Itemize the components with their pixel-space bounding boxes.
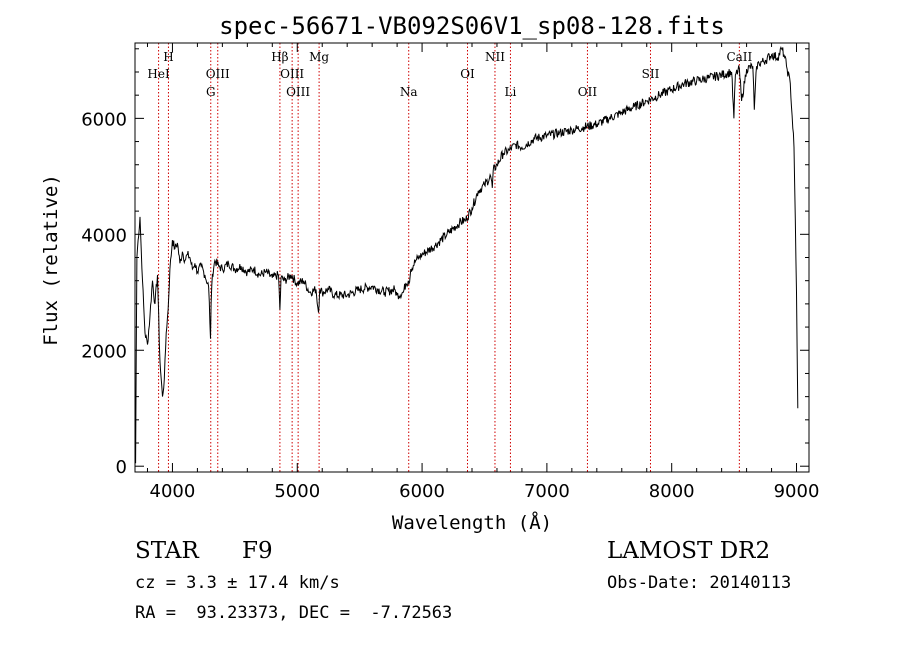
line-label: OI [460,67,475,81]
emission-line-markers [158,43,740,472]
coordinates-text: RA = 93.23373, DEC = -7.72563 [135,603,453,623]
line-label: HeI [147,67,170,81]
line-label: OIII [206,67,230,81]
x-tick-label: 5000 [274,481,320,502]
line-label: Li [505,85,517,99]
object-class: STAR [135,538,199,564]
chart-title: spec-56671-VB092S06V1_sp08-128.fits [219,12,725,40]
line-label: CaII [726,50,752,64]
survey-name: LAMOST DR2 [607,538,771,564]
y-axis-label: Flux (relative) [40,174,62,346]
line-label: OIII [286,85,310,99]
x-axis-label: Wavelength (Å) [392,511,552,534]
axis-ticks: 4000 5000 6000 7000 8000 9000 0 2000 4000 6000 [81,43,819,502]
x-tick-label: 9000 [774,481,820,502]
line-label: H [163,50,173,64]
y-tick-label: 0 [116,457,127,478]
y-tick-label: 6000 [81,109,127,130]
observation-date: Obs-Date: 20140113 [607,573,792,593]
line-label: SII [642,67,660,81]
line-label: OIII [280,67,304,81]
line-label: NII [485,50,505,64]
line-label: OII [578,85,598,99]
line-label: Hβ [271,50,288,64]
line-label: Mg [309,50,329,64]
object-subclass: F9 [242,538,273,564]
flux-series-line [135,46,799,464]
redshift-text: cz = 3.3 ± 17.4 km/s [135,573,340,593]
y-tick-label: 2000 [81,341,127,362]
plot-frame [134,42,810,473]
line-label: G [206,85,216,99]
line-label: Na [400,85,418,99]
y-tick-label: 4000 [81,225,127,246]
emission-line-labels: HeI H G OIII Hβ OIII OIII Mg Na OI NII Li OII SII CaII [147,50,752,99]
x-tick-label: 6000 [399,481,445,502]
x-tick-label: 8000 [649,481,695,502]
x-tick-label: 4000 [150,481,196,502]
x-tick-label: 7000 [524,481,570,502]
